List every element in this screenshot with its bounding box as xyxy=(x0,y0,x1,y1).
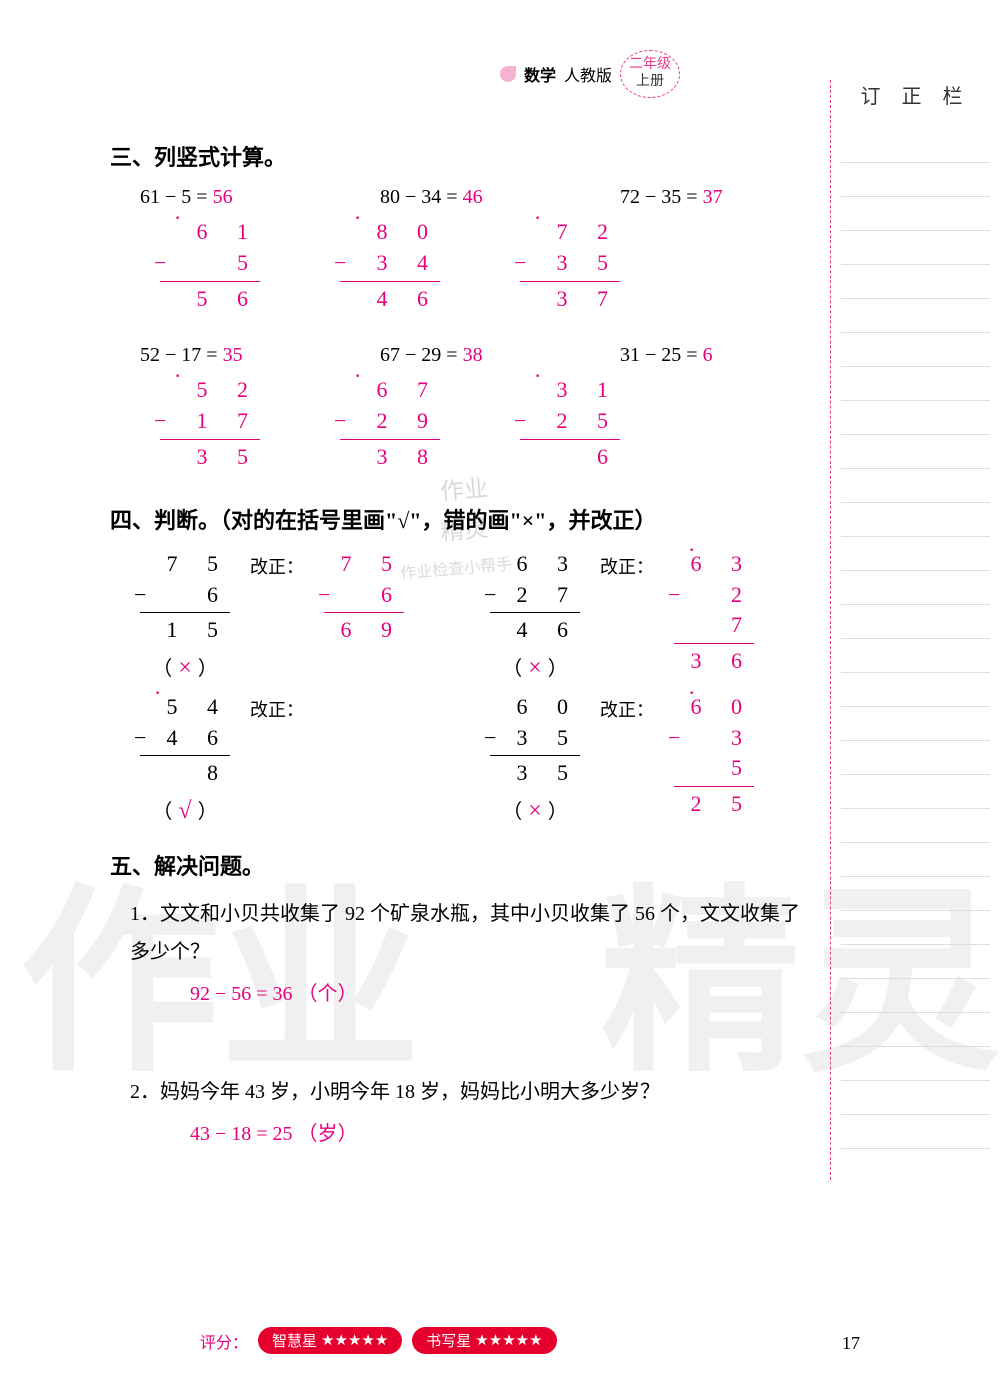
correction-sidebar: 订 正 栏 xyxy=(830,80,1000,1180)
original-calc: 5 4−4 68（√） xyxy=(140,692,230,829)
section5: 五、解决问题。 1．文文和小贝共收集了 92 个矿泉水瓶，其中小贝收集了 56 … xyxy=(110,849,810,1153)
pill1-text: 智慧星 xyxy=(272,1330,317,1351)
correction-label: 改正： xyxy=(600,553,654,579)
equation: 52 − 17 = 35 xyxy=(140,344,300,367)
vertical-calc: 3 1−2 56 xyxy=(520,375,620,472)
equation: 61 − 5 = 56 xyxy=(140,186,300,209)
section5-title: 五、解决问题。 xyxy=(110,849,810,881)
pill2-text: 书写星 xyxy=(426,1330,471,1351)
subject-label: 数学 xyxy=(524,62,556,86)
grade-text: 二年级 xyxy=(629,57,671,72)
volume-text: 上册 xyxy=(636,74,664,89)
original-calc: 6 0−3 53 5（×） xyxy=(490,692,580,829)
correction-label: 改正： xyxy=(250,553,304,579)
page-number: 17 xyxy=(842,1333,860,1354)
vertical-calc: 5 2−1 73 5 xyxy=(160,375,260,472)
vertical-calc: 8 0−3 44 6 xyxy=(340,217,440,314)
page-header: 数学 人教版 二年级 上册 xyxy=(500,50,680,98)
leaf-icon xyxy=(500,66,516,82)
original-calc: 7 5−6 1 5（×） xyxy=(140,549,230,686)
correction-label: 改正： xyxy=(250,696,304,722)
stars-icon: ★★★★★ xyxy=(475,1331,542,1350)
main-content: 三、列竖式计算。 61 − 5 = 56 80 − 34 = 46 72 − 35 … xyxy=(110,140,810,1163)
judge-block: 6 0−3 53 5（×） 改正： 6 0−3 52 5 xyxy=(490,692,810,829)
writing-star-pill: 书写星 ★★★★★ xyxy=(412,1327,556,1354)
sidebar-title: 订 正 栏 xyxy=(831,80,1000,109)
judge-block: 7 5−6 1 5（×） 改正： 7 5−66 9 xyxy=(140,549,460,686)
equation: 31 − 25 = 6 xyxy=(620,344,780,367)
section3-title: 三、列竖式计算。 xyxy=(110,140,810,172)
judge-block: 6 3−2 74 6（×） 改正： 6 3−2 73 6 xyxy=(490,549,810,686)
corrected-calc: 7 5−66 9 xyxy=(324,549,404,646)
vertical-calc: 6 1−55 6 xyxy=(160,217,260,314)
equation: 80 − 34 = 46 xyxy=(380,186,540,209)
correction-label: 改正： xyxy=(600,696,654,722)
vertical-calc: 6 7−2 93 8 xyxy=(340,375,440,472)
word-problem: 1．文文和小贝共收集了 92 个矿泉水瓶，其中小贝收集了 56 个，文文收集了多… xyxy=(110,895,810,1013)
word-problem: 2．妈妈今年 43 岁，小明今年 18 岁，妈妈比小明大多少岁？43 − 18 … xyxy=(110,1073,810,1153)
section4-title: 四、判断。（对的在括号里画"√"，错的画"×"，并改正） xyxy=(110,503,810,535)
vertical-calc: 7 2−3 53 7 xyxy=(520,217,620,314)
edition-label: 人教版 xyxy=(564,62,612,86)
stars-icon: ★★★★★ xyxy=(321,1331,388,1350)
original-calc: 6 3−2 74 6（×） xyxy=(490,549,580,686)
score-label: 评分： xyxy=(200,1329,248,1353)
wisdom-star-pill: 智慧星 ★★★★★ xyxy=(258,1327,402,1354)
footer: 评分： 智慧星 ★★★★★ 书写星 ★★★★★ xyxy=(200,1327,557,1354)
judge-block: 5 4−4 68（√） 改正： xyxy=(140,692,460,829)
corrected-calc: 6 3−2 73 6 xyxy=(674,549,754,677)
corrected-calc: 6 0−3 52 5 xyxy=(674,692,754,820)
grade-badge: 二年级 上册 xyxy=(620,50,680,98)
equation: 72 − 35 = 37 xyxy=(620,186,780,209)
sidebar-lines xyxy=(831,129,1000,1149)
equation: 67 − 29 = 38 xyxy=(380,344,540,367)
